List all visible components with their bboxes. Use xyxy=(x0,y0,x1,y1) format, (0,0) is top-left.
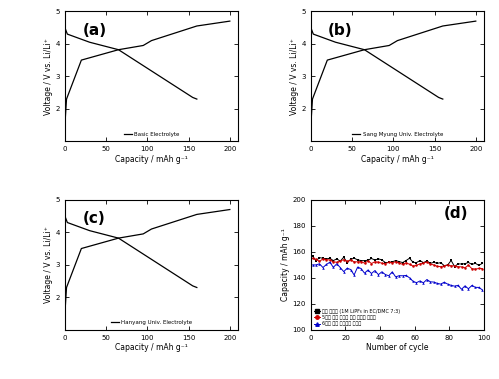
Text: (d): (d) xyxy=(444,206,469,221)
Y-axis label: Voltage / V vs. Li/Li⁺: Voltage / V vs. Li/Li⁺ xyxy=(44,226,53,303)
Legend: Sang Myung Univ. Electrolyte: Sang Myung Univ. Electrolyte xyxy=(350,130,445,139)
Text: (a): (a) xyxy=(82,23,106,38)
Legend: Basic Electrolyte: Basic Electrolyte xyxy=(122,130,181,139)
Y-axis label: Voltage / V vs. Li/Li⁺: Voltage / V vs. Li/Li⁺ xyxy=(290,38,299,115)
Text: (c): (c) xyxy=(83,211,106,227)
Y-axis label: Capacity / mAh g⁻¹: Capacity / mAh g⁻¹ xyxy=(280,229,290,301)
X-axis label: Capacity / mAh g⁻¹: Capacity / mAh g⁻¹ xyxy=(361,155,434,164)
X-axis label: Capacity / mAh g⁻¹: Capacity / mAh g⁻¹ xyxy=(115,343,188,352)
X-axis label: Capacity / mAh g⁻¹: Capacity / mAh g⁻¹ xyxy=(115,155,188,164)
Y-axis label: Voltage / V vs. Li/Li⁺: Voltage / V vs. Li/Li⁺ xyxy=(44,38,53,115)
Text: (b): (b) xyxy=(328,23,353,38)
Legend: Hanyang Univ. Electrolyte: Hanyang Univ. Electrolyte xyxy=(109,319,194,327)
Legend: 상용 전해질 (1M LiPF₆ in EC/DMC 7:3), 5세부 개발 이온성 액체 고분자 전해질, 6세부 개발 고내열성 전해질: 상용 전해질 (1M LiPF₆ in EC/DMC 7:3), 5세부 개발 … xyxy=(313,308,401,327)
X-axis label: Number of cycle: Number of cycle xyxy=(366,343,429,352)
